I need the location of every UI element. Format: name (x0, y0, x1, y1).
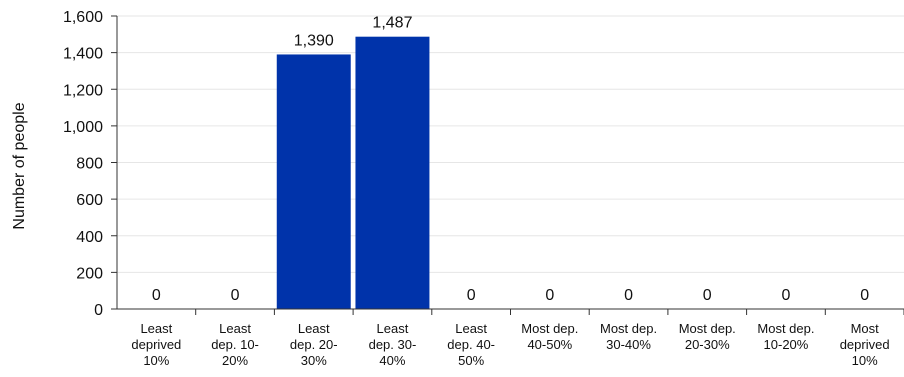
y-axis-label: Number of people (11, 102, 28, 229)
x-tick-label: Most deprived 10% (840, 321, 890, 368)
x-tick-label: Most dep. 40-50% (521, 321, 578, 352)
x-tick-label: Least dep. 20-30% (290, 321, 338, 368)
x-tick-label-line: 40% (379, 353, 405, 368)
x-tick-label: Least dep. 40-50% (447, 321, 495, 368)
data-label: 0 (231, 287, 240, 304)
bars (276, 36, 430, 310)
y-tick-labels: 0 200 400 600 800 1,000 1,200 1,400 1,600 (63, 9, 103, 319)
x-tick-label-line: 10% (852, 353, 878, 368)
x-tick-label: Least dep. 30-40% (369, 321, 417, 368)
x-tick-label-line: Least (455, 321, 487, 336)
x-tick-label-line: Most dep. (600, 321, 657, 336)
x-tick-label: Most dep. 10-20% (757, 321, 814, 352)
y-tick-label: 800 (76, 156, 103, 173)
data-label: 0 (152, 287, 161, 304)
data-labels: 0 0 1,390 1,487 0 0 0 0 0 0 (152, 15, 869, 304)
x-tick-label-line: 50% (458, 353, 484, 368)
x-tick-label: Least dep. 10-20% (211, 321, 259, 368)
x-tick-label-line: dep. 20- (290, 337, 338, 352)
y-tick-label: 400 (76, 229, 103, 246)
x-tick-labels: Least deprived 10%Least dep. 10-20%Least dep… (131, 321, 889, 368)
x-tick-label: Least deprived 10% (131, 321, 181, 368)
y-tick-label: 0 (94, 302, 103, 319)
data-label: 0 (624, 287, 633, 304)
data-label: 0 (860, 287, 869, 304)
y-tick-label: 1,600 (63, 9, 103, 26)
data-label: 0 (781, 287, 790, 304)
x-tick-label-line: 10-20% (764, 337, 809, 352)
x-tick-label-line: deprived (840, 337, 890, 352)
x-tick-label-line: Most (851, 321, 880, 336)
x-tick-label-line: 10% (143, 353, 169, 368)
x-tick-label-line: Least (298, 321, 330, 336)
y-tick-label: 200 (76, 265, 103, 282)
data-label: 0 (467, 287, 476, 304)
data-label: 0 (545, 287, 554, 304)
bar (355, 36, 430, 310)
x-tick-label-line: 30% (301, 353, 327, 368)
x-tick-label-line: Least (140, 321, 172, 336)
data-label: 1,390 (294, 32, 334, 49)
x-tick-label-line: dep. 10- (211, 337, 259, 352)
x-tick-label-line: 30-40% (606, 337, 651, 352)
x-tick-label-line: Least (219, 321, 251, 336)
data-label: 1,487 (372, 15, 412, 32)
y-tick-label: 1,400 (63, 46, 103, 63)
data-label: 0 (703, 287, 712, 304)
x-tick-label-line: Most dep. (521, 321, 578, 336)
x-tick-label: Most dep. 20-30% (679, 321, 736, 352)
bar (276, 54, 351, 309)
x-tick-label-line: dep. 40- (447, 337, 495, 352)
x-tick-label-line: 40-50% (527, 337, 572, 352)
x-tick-label-line: Most dep. (757, 321, 814, 336)
axes (111, 15, 904, 315)
x-tick-label-line: 20-30% (685, 337, 730, 352)
y-tick-label: 1,000 (63, 119, 103, 136)
y-tick-label: 600 (76, 192, 103, 209)
x-tick-label: Most dep. 30-40% (600, 321, 657, 352)
x-tick-label-line: Most dep. (679, 321, 736, 336)
x-tick-label-line: dep. 30- (369, 337, 417, 352)
gridlines (117, 15, 904, 273)
y-tick-label: 1,200 (63, 82, 103, 99)
x-tick-label-line: deprived (131, 337, 181, 352)
x-tick-label-line: 20% (222, 353, 248, 368)
x-tick-label-line: Least (377, 321, 409, 336)
